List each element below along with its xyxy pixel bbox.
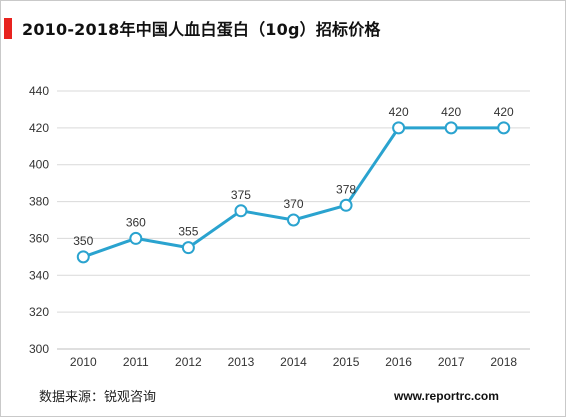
series-line [81, 126, 506, 259]
data-point [76, 250, 90, 264]
data-points [76, 121, 511, 264]
data-point [392, 121, 406, 135]
data-label: 375 [231, 188, 251, 202]
y-tick-label: 420 [29, 121, 49, 135]
x-tick-label: 2018 [490, 355, 517, 369]
data-point [339, 198, 353, 212]
data-label: 378 [336, 182, 356, 196]
y-tick-label: 320 [29, 305, 49, 319]
title-accent-bar [4, 18, 12, 39]
data-point [181, 241, 195, 255]
y-tick-label: 400 [29, 158, 49, 172]
data-label: 420 [389, 105, 409, 119]
data-point [287, 213, 300, 227]
x-tick-label: 2017 [438, 355, 465, 369]
data-label: 370 [283, 197, 303, 211]
data-point [497, 121, 511, 135]
data-label: 420 [494, 105, 514, 119]
data-label: 420 [441, 105, 461, 119]
y-axis-ticks: 300 320 340 360 380 400 420 440 [29, 84, 49, 356]
y-tick-label: 380 [29, 195, 49, 209]
x-tick-label: 2012 [175, 355, 202, 369]
data-source: 数据来源：锐观咨询 [39, 390, 157, 405]
x-axis-ticks: 2010 2011 2012 2013 2014 2015 2016 2017 2018 [70, 355, 517, 369]
data-label: 355 [178, 225, 198, 239]
data-label: 350 [73, 234, 93, 248]
data-point [234, 204, 248, 218]
y-tick-label: 360 [29, 231, 49, 245]
data-labels: 350 360 355 375 370 378 420 420 420 [73, 105, 514, 248]
data-label: 360 [126, 215, 146, 229]
x-tick-label: 2013 [228, 355, 255, 369]
x-tick-label: 2011 [123, 355, 149, 369]
data-point [129, 231, 143, 245]
data-point [444, 121, 458, 135]
y-tick-label: 300 [29, 342, 49, 356]
chart-title: 2010-2018年中国人血白蛋白（10g）招标价格 [22, 20, 381, 39]
x-tick-label: 2016 [385, 355, 412, 369]
y-tick-label: 340 [29, 268, 49, 282]
series-polyline [81, 126, 506, 259]
website-url: www.reportrc.com [394, 389, 499, 403]
y-tick-label: 440 [29, 84, 49, 98]
x-tick-label: 2010 [70, 355, 97, 369]
x-tick-label: 2015 [333, 355, 360, 369]
x-tick-label: 2014 [280, 355, 307, 369]
